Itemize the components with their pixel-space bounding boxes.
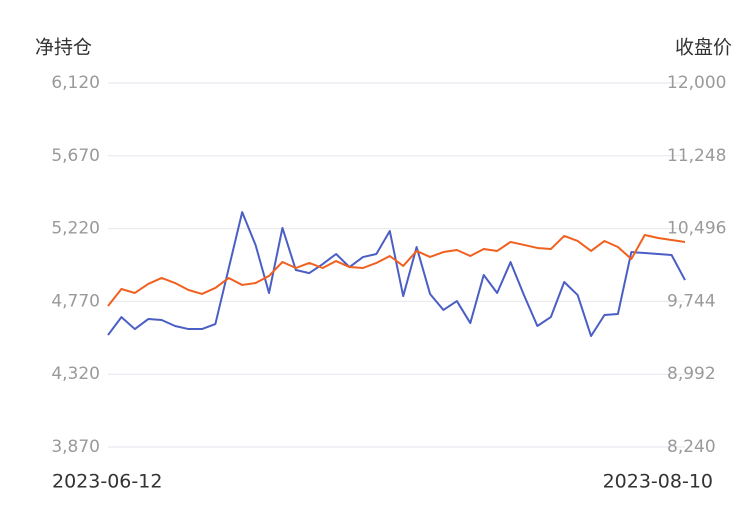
y-tick-label: 5,220 xyxy=(51,219,100,239)
y-axis-title: 净持仓 xyxy=(35,37,92,59)
y-tick-label: 3,870 xyxy=(51,437,100,457)
y-tick-label: 5,670 xyxy=(51,146,100,166)
y2-tick-label: 8,992 xyxy=(667,364,716,384)
y-tick-label: 6,120 xyxy=(51,73,100,93)
x-tick-label: 2023-08-10 xyxy=(603,471,713,493)
y2-tick-label: 9,744 xyxy=(667,291,716,311)
series-line xyxy=(107,233,686,307)
y-tick-label: 4,770 xyxy=(51,291,100,311)
y2-tick-label: 11,248 xyxy=(667,146,726,166)
y2-tick-label: 8,240 xyxy=(667,437,716,457)
x-tick-label: 2023-06-12 xyxy=(52,471,162,493)
y-tick-label: 4,320 xyxy=(51,364,100,384)
series-line xyxy=(107,211,686,338)
y2-axis-title: 收盘价 xyxy=(675,37,732,59)
y2-tick-label: 12,000 xyxy=(667,73,726,93)
y2-tick-label: 10,496 xyxy=(667,219,726,239)
